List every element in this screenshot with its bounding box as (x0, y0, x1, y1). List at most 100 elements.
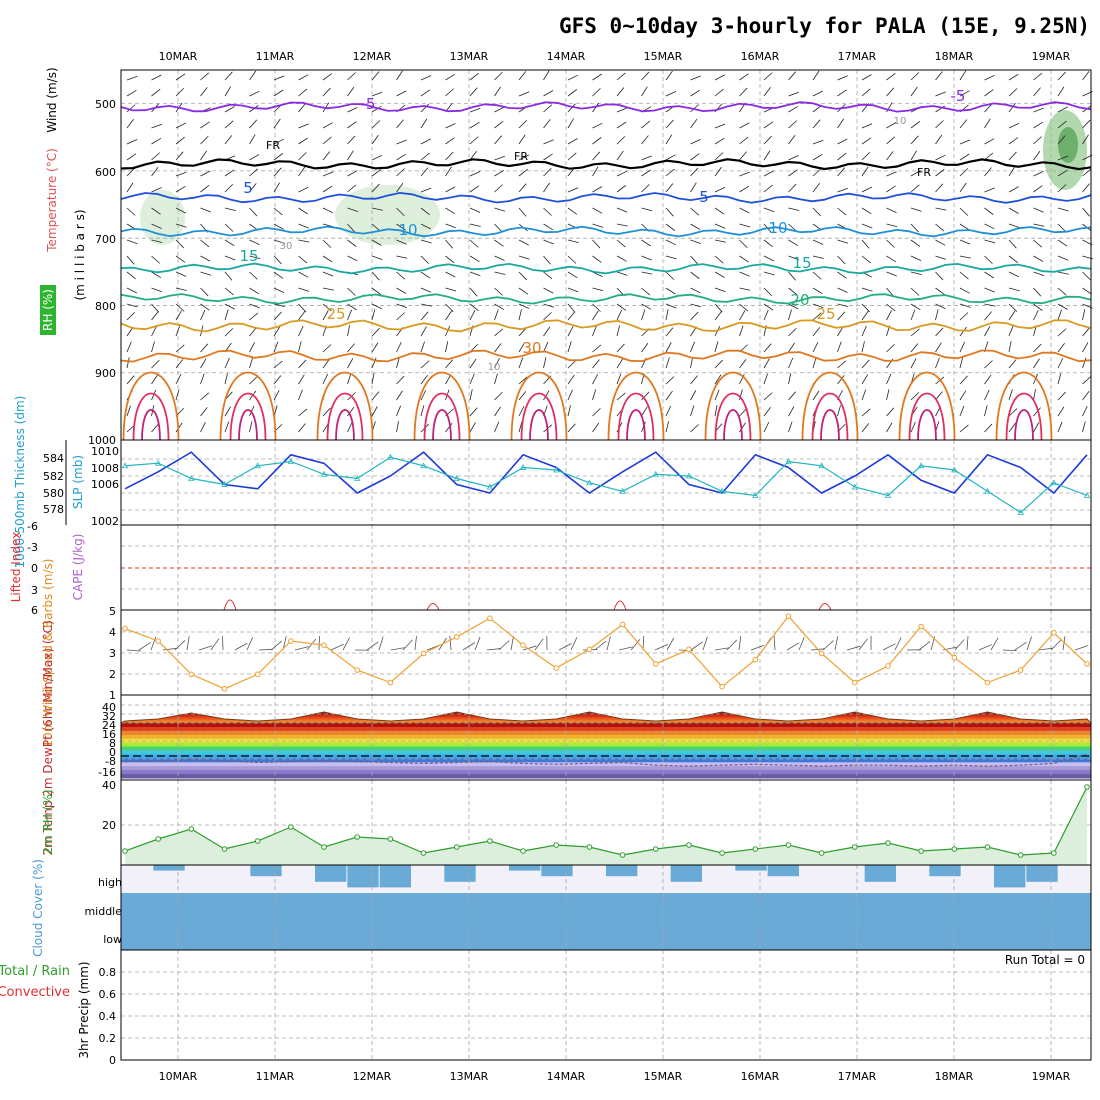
wind-barb (1033, 343, 1042, 353)
wind-barb (445, 223, 456, 229)
wind-barb (788, 406, 795, 417)
wind-barb (861, 374, 869, 385)
wind-barb (861, 186, 872, 193)
wind-barb (1074, 645, 1089, 651)
slp-tick: 1010 (91, 445, 119, 458)
isotherm-line (626, 409, 646, 441)
wind-barb (1050, 639, 1062, 651)
wind-barb (1008, 359, 1017, 369)
rh-2m-area (125, 787, 1087, 865)
wind-barb (690, 255, 699, 265)
wind-barb (690, 75, 701, 81)
wind-barb (298, 303, 307, 313)
wind-barb (886, 407, 895, 417)
isotherm-label: 10 (488, 362, 501, 373)
wind-barb (518, 271, 527, 281)
wind-speed-marker (851, 679, 858, 686)
rh-2m-marker (1017, 852, 1024, 858)
wind-barb (665, 70, 673, 81)
wind-barb (763, 135, 772, 145)
li-tick: -3 (27, 541, 38, 554)
pressure-tick: 900 (95, 367, 116, 380)
date-label-top: 15MAR (644, 50, 683, 63)
wind-barb (788, 373, 792, 385)
wind-barb (690, 375, 698, 385)
wind-barb (1057, 357, 1064, 369)
thickness-axis-label: 1000-500mb Thickness (dm) (13, 396, 27, 569)
wind-barb (534, 638, 544, 651)
wind-barb (200, 309, 206, 321)
wind-barb (592, 422, 600, 433)
wind-barb (910, 358, 917, 369)
date-label-top: 14MAR (547, 50, 586, 63)
wind-barb (396, 390, 403, 401)
date-label-top: 17MAR (838, 50, 877, 63)
wind-barb (1008, 408, 1018, 417)
cloud-bar (864, 865, 896, 882)
slp-marker (320, 470, 328, 477)
isotherm-line (1005, 392, 1043, 441)
wind-barb (224, 71, 233, 81)
rh-tick: 40 (102, 779, 116, 792)
wind-barb (249, 207, 258, 217)
wind-barb (959, 303, 971, 308)
wind-barb (298, 408, 308, 417)
temp-2m-axis-label: 2m Temp 2m DewPt (6hr Min/Max) (°C) (41, 620, 55, 855)
wind-barb (371, 255, 383, 260)
wind-barb (126, 239, 138, 245)
wind-barb (126, 375, 135, 385)
wind-barb (298, 255, 308, 264)
wind-barb (1033, 72, 1043, 81)
wind-barb (714, 74, 725, 81)
rh-2m-marker (984, 844, 991, 850)
wind-barb (151, 423, 160, 433)
wind-barb (910, 309, 916, 321)
wind-barb (641, 287, 651, 296)
wind-barb (567, 271, 578, 279)
thickness-tick: 580 (43, 487, 64, 500)
wind-barb (249, 327, 257, 337)
wind-barb (249, 183, 257, 193)
wind-barb (420, 326, 427, 337)
wind-barb (616, 343, 625, 353)
wind-barb (861, 341, 865, 353)
wind-barb (910, 150, 918, 161)
wind-barb (910, 255, 922, 262)
wind-10m-frame (120, 609, 1092, 696)
wind-barb (763, 309, 769, 321)
wind-barb (592, 325, 597, 337)
wind-speed-marker (752, 656, 759, 663)
wind-barb (420, 223, 431, 230)
wind-speed-marker (619, 621, 626, 628)
wind-barb (641, 169, 651, 177)
wind-barb (273, 75, 285, 81)
wind-barb (175, 303, 185, 312)
wind-barb (788, 169, 798, 177)
isotherm-line (335, 409, 355, 441)
wind-barb (224, 120, 234, 129)
wind-barb (445, 310, 452, 321)
wind-barb (420, 255, 430, 265)
slp-line (124, 456, 1088, 514)
wind-barb (1057, 155, 1069, 161)
wind-barb (837, 75, 848, 81)
rh-axis-label: RH (%) (41, 289, 55, 331)
wind-barb (592, 344, 602, 353)
wind-barb (1008, 151, 1017, 161)
wind-barb (518, 168, 528, 177)
cloud-bar (606, 865, 638, 877)
wind-barb (543, 223, 554, 231)
wind-speed-marker (785, 613, 792, 619)
wind-barb (543, 239, 554, 245)
isotherm-label: -5 (361, 95, 376, 113)
wind-barb (249, 376, 258, 385)
slp-marker (752, 492, 759, 498)
wind-barb (984, 311, 992, 321)
wind-barb (151, 207, 161, 215)
wind-barb (886, 122, 897, 129)
cloud-bar (153, 865, 185, 871)
li-tick: -6 (27, 520, 38, 533)
isotherm-line (120, 158, 1092, 171)
wind-barb (175, 374, 182, 385)
wind-barb (714, 389, 720, 401)
